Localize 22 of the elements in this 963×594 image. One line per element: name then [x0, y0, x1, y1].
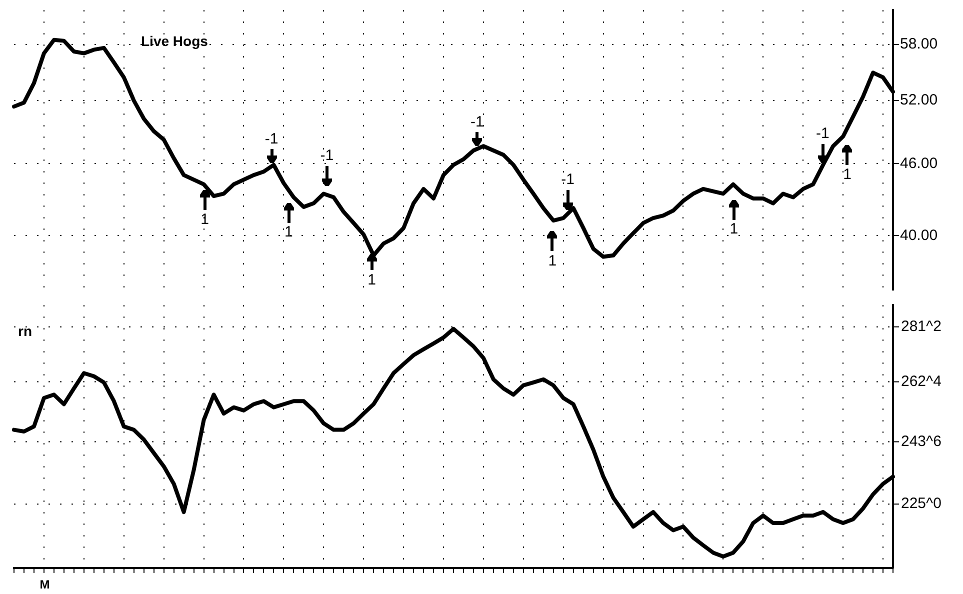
- annotation: 1: [284, 224, 293, 241]
- text: 281^2: [901, 318, 942, 335]
- text: M: [40, 577, 50, 592]
- y-tick-label: 58.00: [900, 35, 938, 52]
- y-tick-label: 40.00: [900, 226, 938, 244]
- annotation: -1: [561, 170, 574, 188]
- annotation: -1: [264, 130, 278, 148]
- annotation: 1: [548, 252, 557, 270]
- y-tick-label: 52.00: [900, 92, 938, 109]
- annotation: 1: [730, 220, 738, 238]
- text: 243^6: [901, 432, 942, 450]
- y-tick-label: 46.00: [900, 154, 938, 172]
- annotation: 1: [843, 166, 852, 184]
- text: 262^4: [901, 372, 942, 390]
- text: 225^0: [901, 495, 942, 512]
- annotation: -1: [816, 124, 830, 142]
- text: Live Hogs: [141, 32, 208, 49]
- annotation: 1: [200, 211, 209, 228]
- annotation: -1: [320, 147, 334, 164]
- annotation: 1: [368, 272, 376, 289]
- annotation: -1: [470, 113, 484, 130]
- chart-title: rn: [18, 322, 32, 339]
